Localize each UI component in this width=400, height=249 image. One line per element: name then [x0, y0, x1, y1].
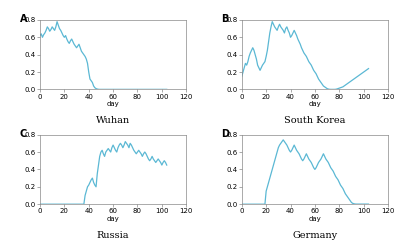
- Title: Germany: Germany: [292, 231, 338, 240]
- X-axis label: day: day: [107, 101, 120, 107]
- X-axis label: day: day: [308, 101, 321, 107]
- Text: B: B: [221, 14, 229, 24]
- Title: Russia: Russia: [97, 231, 129, 240]
- Text: C: C: [20, 129, 27, 139]
- X-axis label: day: day: [308, 216, 321, 222]
- X-axis label: day: day: [107, 216, 120, 222]
- Text: D: D: [221, 129, 229, 139]
- Title: Wuhan: Wuhan: [96, 116, 130, 125]
- Title: South Korea: South Korea: [284, 116, 346, 125]
- Text: A: A: [20, 14, 27, 24]
